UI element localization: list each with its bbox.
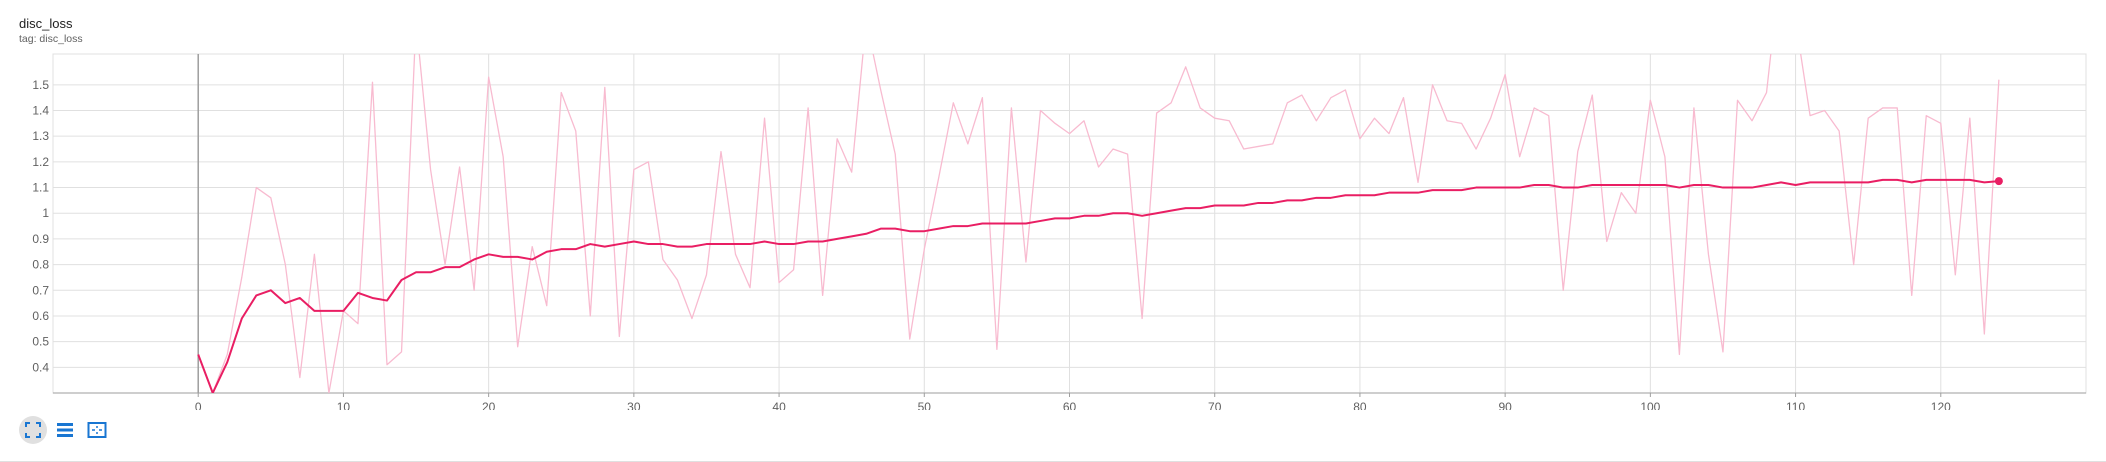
x-tick-label: 70	[1208, 400, 1222, 410]
y-tick-label: 1	[42, 206, 49, 220]
series-end-marker	[1994, 177, 2003, 186]
card-tag: tag: disc_loss	[19, 33, 83, 45]
y-tick-label: 1.2	[32, 155, 49, 169]
y-tick-label: 1.3	[32, 129, 49, 143]
raw-series-line	[197, 54, 2000, 393]
y-tick-label: 0.6	[32, 309, 49, 323]
chart-toolbar	[19, 416, 111, 444]
grid	[52, 53, 2087, 394]
y-tick-label: 1.4	[32, 104, 49, 118]
axes	[53, 54, 2086, 397]
x-tick-label: 30	[627, 400, 641, 410]
fit-to-domain-icon	[25, 422, 41, 438]
y-tick-label: 0.7	[32, 283, 49, 297]
toggle-selection-button[interactable]	[83, 416, 111, 444]
x-tick-label: 40	[772, 400, 786, 410]
y-tick-label: 1.5	[32, 78, 49, 92]
card-title: disc_loss	[19, 16, 73, 31]
toggle-log-scale-button[interactable]	[51, 416, 79, 444]
x-tick-label: 110	[1786, 400, 1805, 410]
y-tick-label: 0.8	[32, 258, 49, 272]
toggle-log-icon	[57, 423, 73, 437]
x-tick-label: 50	[918, 400, 932, 410]
fit-to-domain-button[interactable]	[19, 416, 47, 444]
x-tick-label: 90	[1498, 400, 1512, 410]
line-chart[interactable]: 0.4 0.5 0.6 0.7 0.8 0.9 1 1.1 1.2 1.3 1.4 1.5 0 10 20 3…	[0, 0, 2106, 410]
series-group	[197, 54, 2000, 393]
x-tick-label: 20	[482, 400, 496, 410]
x-tick-label: 100	[1640, 400, 1660, 410]
toggle-selection-icon	[87, 422, 107, 438]
y-tick-label: 0.5	[32, 335, 49, 349]
y-tick-label: 0.4	[32, 360, 49, 374]
tick-labels: 0.4 0.5 0.6 0.7 0.8 0.9 1 1.1 1.2 1.3 1.4 1.5 0 10 20 3…	[32, 78, 1951, 410]
x-tick-label: 10	[337, 400, 351, 410]
y-tick-label: 0.9	[32, 232, 49, 246]
x-tick-label: 120	[1931, 400, 1951, 410]
y-tick-label: 1.1	[32, 181, 49, 195]
smoothed-series-line	[197, 178, 1999, 393]
x-tick-label: 80	[1353, 400, 1367, 410]
x-tick-label: 60	[1063, 400, 1077, 410]
x-tick-label: 0	[195, 400, 202, 410]
